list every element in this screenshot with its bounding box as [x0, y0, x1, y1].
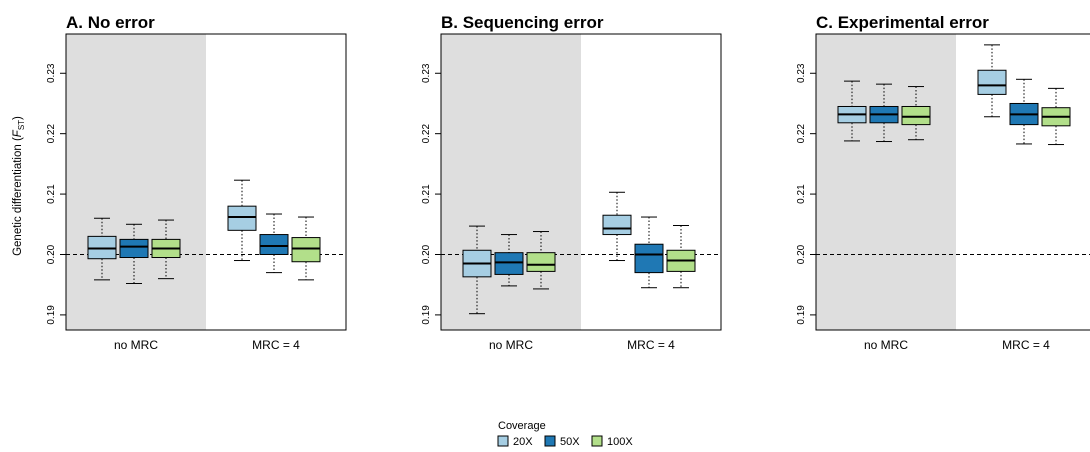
y-tick-label: 0.21: [46, 184, 57, 204]
legend-swatch-50X: [544, 435, 556, 447]
box-iqr: [259, 234, 289, 255]
y-tick-label: 0.20: [46, 244, 57, 264]
legend: Coverage 20X 50X 100X: [497, 420, 633, 448]
panel-title: B. Sequencing error: [441, 13, 604, 32]
y-tick-label: 0.23: [46, 63, 57, 83]
panel-title: A. No error: [66, 13, 155, 32]
shaded-region: [441, 34, 581, 330]
box-20X-0: [87, 217, 117, 281]
y-tick-label: 0.22: [796, 124, 807, 144]
box-100X-0: [901, 86, 931, 141]
y-tick-label: 0.19: [421, 305, 432, 325]
x-group-label: MRC = 4: [627, 338, 675, 352]
box-100X-1: [1041, 87, 1071, 146]
y-tick-label: 0.22: [46, 124, 57, 144]
y-tick-label: 0.23: [796, 63, 807, 83]
box-50X-1: [634, 216, 664, 289]
box-100X-1: [666, 224, 696, 289]
y-axis-label: Genetic differentiation (FST): [12, 116, 26, 256]
y-axis-label-close: ): [12, 116, 24, 120]
box-iqr: [634, 243, 664, 274]
plot-frame: [440, 33, 722, 331]
box-iqr: [526, 252, 556, 272]
shaded-region: [66, 34, 206, 330]
legend-swatch-20X: [497, 435, 509, 447]
box-20X-0: [837, 80, 867, 142]
box-20X-1: [977, 44, 1007, 118]
chart-panel-0: 0.19 0.20 0.21 0.22 0.23 no MRC MRC = 4 A. No e…: [46, 13, 347, 352]
y-tick-label: 0.20: [421, 244, 432, 264]
legend-swatch-100X: [591, 435, 603, 447]
box-50X-1: [259, 213, 289, 274]
box-100X-0: [526, 231, 556, 290]
x-group-label: MRC = 4: [252, 338, 300, 352]
box-20X-1: [602, 191, 632, 262]
shaded-region: [816, 34, 956, 330]
box-iqr: [602, 214, 632, 236]
y-tick-label: 0.21: [421, 184, 432, 204]
y-axis-label-sym: F: [12, 129, 24, 137]
y-axis-label-sub: ST: [17, 120, 26, 130]
chart-panel-2: 0.19 0.20 0.21 0.22 0.23 no MRC MRC = 4 C. Expe…: [796, 13, 1090, 352]
y-tick-label: 0.19: [796, 305, 807, 325]
legend-label: 20X: [513, 436, 533, 448]
box-iqr: [494, 252, 524, 275]
y-axis-label-main: Genetic differentiation (: [12, 137, 24, 256]
legend-title: Coverage: [498, 420, 546, 432]
plot-frame: [815, 33, 1090, 331]
panel-title: C. Experimental error: [816, 13, 989, 32]
y-tick-label: 0.23: [421, 63, 432, 83]
box-100X-1: [291, 216, 321, 281]
x-group-label: no MRC: [114, 338, 158, 352]
y-tick-label: 0.22: [421, 124, 432, 144]
box-50X-0: [494, 234, 524, 287]
box-iqr: [977, 69, 1007, 95]
legend-label: 100X: [607, 436, 633, 448]
box-iqr: [291, 237, 321, 263]
box-iqr: [227, 205, 257, 231]
box-50X-1: [1009, 78, 1039, 145]
box-20X-0: [462, 225, 492, 315]
x-group-label: no MRC: [864, 338, 908, 352]
y-tick-label: 0.19: [46, 305, 57, 325]
plot-frame: [65, 33, 347, 331]
y-tick-label: 0.21: [796, 184, 807, 204]
box-50X-0: [119, 223, 149, 284]
chart-panel-1: 0.19 0.20 0.21 0.22 0.23 no MRC MRC = 4 B. Sequ…: [421, 13, 722, 352]
y-tick-label: 0.20: [796, 244, 807, 264]
box-100X-0: [151, 219, 181, 280]
box-iqr: [901, 105, 931, 126]
box-50X-0: [869, 83, 899, 143]
box-20X-1: [227, 179, 257, 262]
x-group-label: no MRC: [489, 338, 533, 352]
box-iqr: [119, 238, 149, 259]
x-group-label: MRC = 4: [1002, 338, 1050, 352]
legend-label: 50X: [560, 436, 580, 448]
